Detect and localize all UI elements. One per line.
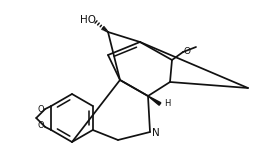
- Text: H: H: [164, 99, 170, 109]
- Text: HO: HO: [80, 15, 96, 25]
- Text: N: N: [152, 128, 160, 138]
- Text: O: O: [38, 121, 44, 131]
- Text: O: O: [184, 47, 191, 55]
- Text: O: O: [38, 105, 44, 115]
- Polygon shape: [148, 96, 161, 105]
